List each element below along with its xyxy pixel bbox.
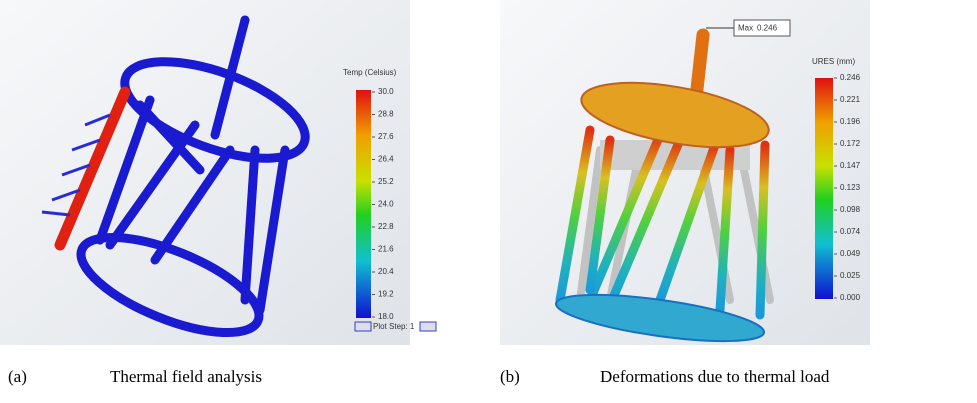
page: Temp (Celsius) 30.0 28.8 27.6 26.4 25.2 24.0 2… (0, 0, 977, 403)
figure: Temp (Celsius) 30.0 28.8 27.6 26.4 25.2 24.0 2… (0, 0, 977, 403)
legend-label: 0.123 (840, 183, 861, 192)
legend-label: 0.246 (840, 73, 861, 82)
legend-label: 20.4 (378, 267, 394, 276)
panel-background (500, 0, 870, 345)
legend-title: URES (mm) (812, 57, 855, 66)
legend-label: 19.2 (378, 290, 394, 299)
legend-label: 27.6 (378, 132, 394, 141)
next-button[interactable] (420, 322, 436, 331)
legend-label: 30.0 (378, 87, 394, 96)
legend-label: 0.172 (840, 139, 861, 148)
legend-label: 0.098 (840, 205, 861, 214)
legend-label: 21.6 (378, 245, 394, 254)
legend-label: 28.8 (378, 110, 394, 119)
panel-a: Temp (Celsius) 30.0 28.8 27.6 26.4 25.2 24.0 2… (0, 0, 436, 352)
max-label: Max (738, 24, 753, 33)
plot-step: Plot Step: 1 (373, 322, 415, 331)
panel-background (0, 0, 410, 345)
legend-label: 0.049 (840, 249, 861, 258)
caption: Thermal field analysis (110, 367, 262, 386)
legend-title: Temp (Celsius) (343, 68, 397, 77)
legend-label: 0.000 (840, 293, 861, 302)
prev-button[interactable] (355, 322, 371, 331)
legend-label: 25.2 (378, 177, 394, 186)
legend-label: 0.147 (840, 161, 861, 170)
legend-label: 0.025 (840, 271, 861, 280)
panel-b: Max 0.246 URES (mm) 0.246 0.221 0.196 0.172… (500, 0, 870, 350)
legend-label: 0.196 (840, 117, 861, 126)
caption: Deformations due to thermal load (600, 367, 830, 386)
legend-label: 22.8 (378, 222, 394, 231)
legend-label: 26.4 (378, 155, 394, 164)
color-scale (815, 78, 833, 299)
legend-label: 0.074 (840, 227, 861, 236)
legend-label: 18.0 (378, 312, 394, 321)
max-value: 0.246 (757, 24, 778, 33)
caption-label: (a) (8, 367, 27, 386)
caption-label: (b) (500, 367, 520, 386)
legend-label: 24.0 (378, 200, 394, 209)
color-scale (356, 90, 371, 318)
legend-label: 0.221 (840, 95, 861, 104)
